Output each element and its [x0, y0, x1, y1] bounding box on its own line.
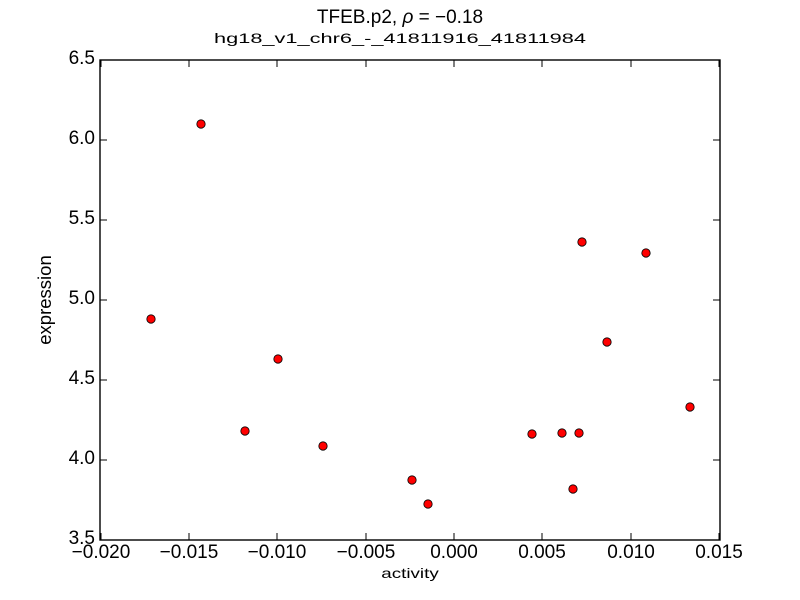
svg-text:−0.010: −0.010: [248, 542, 307, 563]
svg-text:−0.015: −0.015: [160, 542, 219, 563]
svg-text:hg18_v1_chr6_-_41811916_418119: hg18_v1_chr6_-_41811916_41811984: [214, 30, 586, 46]
svg-text:−0.005: −0.005: [337, 542, 396, 563]
svg-text:6.5: 6.5: [69, 48, 95, 69]
svg-text:TFEB.p2, ρ = −0.18: TFEB.p2, ρ = −0.18: [317, 7, 483, 28]
svg-text:5.5: 5.5: [69, 208, 95, 229]
svg-text:5.0: 5.0: [69, 288, 95, 309]
svg-text:0.010: 0.010: [607, 542, 655, 563]
svg-text:expression: expression: [34, 255, 55, 344]
svg-text:0.000: 0.000: [430, 542, 478, 563]
svg-text:activity: activity: [381, 565, 439, 581]
svg-text:0.005: 0.005: [518, 542, 566, 563]
svg-text:4.0: 4.0: [69, 448, 95, 469]
svg-text:0.015: 0.015: [695, 542, 743, 563]
svg-text:6.0: 6.0: [69, 128, 95, 149]
svg-text:4.5: 4.5: [69, 368, 95, 389]
svg-text:−0.020: −0.020: [72, 542, 131, 563]
